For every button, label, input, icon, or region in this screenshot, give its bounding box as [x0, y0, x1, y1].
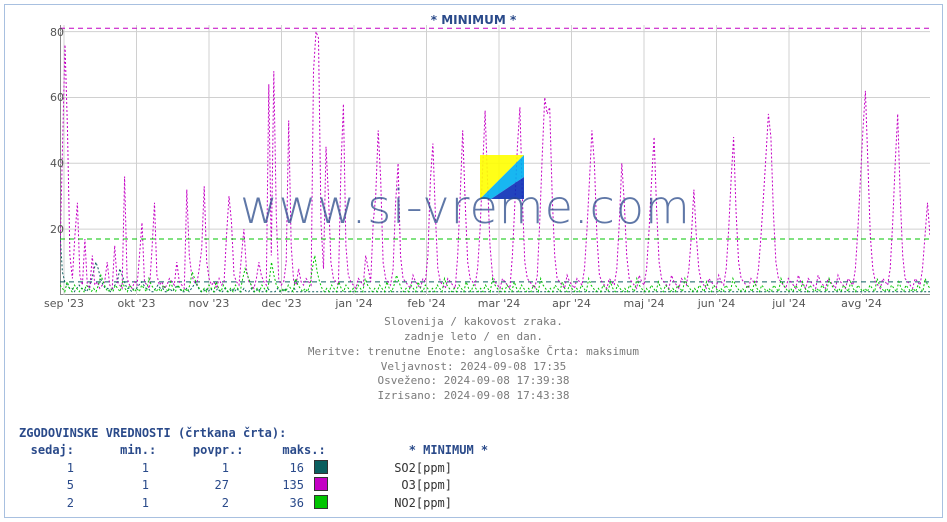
legend-row: 5127135O3[ppm] — [19, 477, 488, 494]
x-tick-label: jun '24 — [698, 297, 736, 310]
x-tick-label: jan '24 — [335, 297, 372, 310]
legend-col-now: sedaj: — [19, 442, 74, 459]
legend-row: 11116SO2[ppm] — [19, 460, 488, 477]
meta-line: Meritve: trenutne Enote: anglosaške Črta… — [5, 345, 942, 360]
x-tick-label: apr '24 — [552, 297, 591, 310]
meta-line: zadnje leto / en dan. — [5, 330, 942, 345]
x-tick-label: feb '24 — [407, 297, 445, 310]
metadata-block: Slovenija / kakovost zraka. zadnje leto … — [5, 315, 942, 404]
meta-line: Osveženo: 2024-09-08 17:39:38 — [5, 374, 942, 389]
x-tick-label: sep '23 — [44, 297, 84, 310]
chart-frame: www.si-vreme.com * MINIMUM * www.si-vrem… — [4, 4, 943, 518]
x-tick-label: dec '23 — [261, 297, 301, 310]
x-tick-label: mar '24 — [478, 297, 521, 310]
legend-col-max: maks.: — [251, 442, 326, 459]
x-tick-label: jul '24 — [772, 297, 806, 310]
meta-line: Veljavnost: 2024-09-08 17:35 — [5, 360, 942, 375]
legend-col-avg: povpr.: — [163, 442, 243, 459]
legend-swatch — [314, 495, 328, 509]
y-tick-label: 40 — [34, 157, 64, 170]
x-tick-label: maj '24 — [623, 297, 664, 310]
watermark-logo — [480, 155, 524, 199]
x-tick-label: nov '23 — [189, 297, 230, 310]
legend-swatch — [314, 460, 328, 474]
y-tick-label: 60 — [34, 91, 64, 104]
y-tick-label: 80 — [34, 26, 64, 39]
x-tick-label: okt '23 — [118, 297, 156, 310]
meta-line: Slovenija / kakovost zraka. — [5, 315, 942, 330]
x-tick-label: avg '24 — [841, 297, 882, 310]
legend-col-series: * MINIMUM * — [364, 442, 488, 459]
plot-area: www.si-vreme.com — [60, 25, 930, 295]
meta-line: Izrisano: 2024-09-08 17:43:38 — [5, 389, 942, 404]
legend-block: ZGODOVINSKE VREDNOSTI (črtkana črta): se… — [19, 425, 488, 512]
legend-row: 21236NO2[ppm] — [19, 495, 488, 512]
legend-swatch — [314, 477, 328, 491]
y-tick-label: 20 — [34, 223, 64, 236]
legend-col-min: min.: — [81, 442, 156, 459]
legend-header: sedaj: min.: povpr.: maks.: * MINIMUM * — [19, 442, 488, 459]
legend-title: ZGODOVINSKE VREDNOSTI (črtkana črta): — [19, 425, 488, 442]
